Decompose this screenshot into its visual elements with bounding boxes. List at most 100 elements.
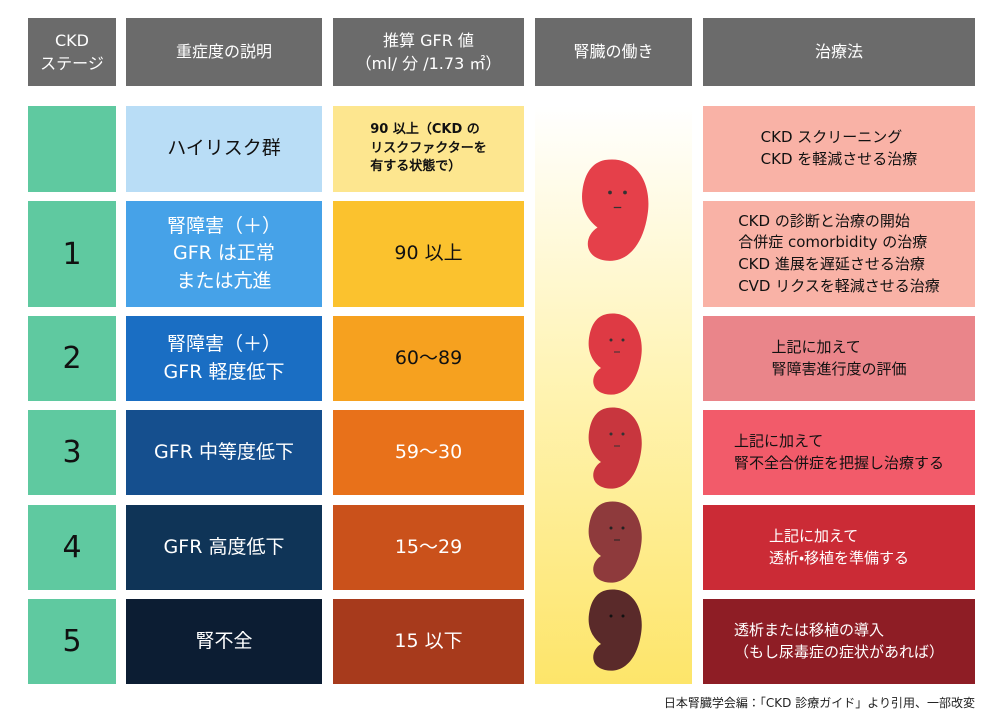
description-line: GFR は正常: [173, 242, 275, 265]
treatment-line: 腎不全合併症を把握し治療する: [733, 453, 944, 472]
treatment-text: 上記に加えて腎障害進行度の評価: [771, 337, 906, 381]
header-text: 推算 GFR 値 （ml/ 分 /1.73 ㎡）: [356, 29, 502, 75]
gfr-line: 15〜29: [394, 535, 463, 558]
treatment-line: CVD リクスを軽減させる治療: [738, 276, 940, 295]
treatment-line: （もし尿毒症の症状があれば）: [733, 642, 944, 661]
description-cell: ハイリスク群: [126, 106, 322, 192]
gfr-line: 90 以上: [394, 242, 463, 265]
treatment-line: CKD の診断と治療の開始: [738, 211, 910, 230]
gfr-cell: 60〜89: [333, 316, 524, 401]
description-text: 腎不全: [195, 628, 252, 656]
gfr-cell: 90 以上（CKD のリスクファクターを 有する状態で）: [333, 106, 524, 192]
description-text: GFR 中等度低下: [154, 439, 294, 467]
treatment-line: 透析または移植の導入: [733, 620, 884, 639]
gfr-cell: 15 以下: [333, 599, 524, 684]
gfr-line: 60〜89: [394, 346, 463, 369]
stage-cell: 5: [28, 599, 116, 684]
treatment-text: CKD の診断と治療の開始 合併症 comorbidity の治療 CKD 進展を遅…: [738, 211, 940, 298]
gfr-text: 60〜89: [395, 345, 462, 373]
treatment-line: 上記に加えて: [733, 431, 824, 450]
kidney: [588, 501, 642, 583]
header-cell: CKD ステージ: [28, 18, 116, 86]
description-line: GFR 中等度低下: [154, 440, 294, 463]
header-line: （ml/ 分 /1.73 ㎡）: [355, 54, 502, 73]
description-line: ハイリスク群: [167, 137, 281, 160]
gfr-line: 有する状態で）: [370, 159, 462, 175]
treatment-text: 透析または移植の導入 （もし尿毒症の症状があれば）: [734, 620, 944, 664]
gfr-text: 90 以上（CKD のリスクファクターを 有する状態で）: [370, 121, 486, 178]
treatment-line: 合併症 comorbidity の治療: [738, 233, 928, 252]
header-cell: 重症度の説明: [126, 18, 322, 86]
treatment-cell: 上記に加えて腎障害進行度の評価: [703, 316, 975, 401]
description-cell: 腎障害（＋） GFR 軽度低下: [126, 316, 322, 401]
stage-label: 5: [62, 624, 82, 659]
header-text: 治療法: [815, 40, 863, 63]
treatment-cell: CKD の診断と治療の開始 合併症 comorbidity の治療 CKD 進展を遅…: [703, 201, 975, 307]
header-cell: 推算 GFR 値 （ml/ 分 /1.73 ㎡）: [333, 18, 524, 86]
treatment-line: CKD 進展を遅延させる治療: [738, 255, 925, 273]
header-line: ステージ: [40, 54, 104, 73]
description-line: GFR 高度低下: [163, 535, 285, 558]
treatment-line: CKD を軽減させる治療: [760, 150, 918, 168]
kidney: [588, 313, 642, 395]
stage-cell: 1: [28, 201, 116, 307]
treatment-text: 上記に加えて 透析・移植を準備する: [769, 526, 909, 570]
gfr-text: 15〜29: [395, 534, 462, 562]
description-cell: 腎障害（＋） GFR は正常 または亢進: [126, 201, 322, 307]
description-cell: GFR 高度低下: [126, 505, 322, 590]
treatment-line: 腎障害進行度の評価: [771, 359, 907, 378]
header-cell: 腎臓の働き: [535, 18, 692, 86]
gfr-text: 59〜30: [395, 439, 462, 467]
description-text: GFR 高度低下: [164, 534, 285, 562]
header-cell: 治療法: [703, 18, 975, 86]
gfr-text: 90 以上: [394, 240, 462, 268]
treatment-cell: 透析または移植の導入 （もし尿毒症の症状があれば）: [703, 599, 975, 684]
header-line: 腎臓の働き: [573, 42, 654, 62]
header-text: 腎臓の働き: [573, 40, 653, 63]
gfr-cell: 15〜29: [333, 505, 524, 590]
stage-cell: 2: [28, 316, 116, 401]
stage-label: 2: [62, 341, 82, 376]
stage-cell: [28, 106, 116, 192]
kidney-column: [535, 106, 692, 684]
description-line: 腎不全: [195, 629, 253, 652]
description-line: 腎障害（＋）: [166, 214, 281, 237]
description-line: GFR 軽度低下: [163, 360, 285, 383]
stage-cell: 4: [28, 505, 116, 590]
kidney: [582, 159, 649, 261]
gfr-line: 15 以下: [394, 629, 463, 652]
description-cell: GFR 中等度低下: [126, 410, 322, 495]
kidney: [588, 407, 642, 489]
treatment-line: CKD スクリーニング: [760, 128, 903, 147]
description-text: ハイリスク群: [167, 135, 281, 163]
gfr-line: 90 以上（CKD の: [370, 121, 480, 137]
header-line: 治療法: [814, 42, 863, 62]
treatment-text: 上記に加えて腎不全合併症を把握し治療する: [734, 431, 944, 475]
description-line: または亢進: [176, 269, 272, 292]
stage-cell: 3: [28, 410, 116, 495]
header-text: 重症度の説明: [176, 40, 272, 63]
description-text: 腎障害（＋） GFR は正常 または亢進: [167, 213, 281, 296]
gfr-cell: 90 以上: [333, 201, 524, 307]
treatment-cell: CKD スクリーニング CKD を軽減させる治療: [703, 106, 975, 192]
stage-label: 1: [62, 236, 82, 272]
treatment-cell: 上記に加えて腎不全合併症を把握し治療する: [703, 410, 975, 495]
stage-label: 4: [62, 530, 82, 565]
header-line: CKD: [55, 30, 89, 50]
treatment-text: CKD スクリーニング CKD を軽減させる治療: [761, 127, 918, 171]
gfr-text: 15 以下: [394, 628, 462, 656]
header-line: 重症度の説明: [175, 42, 272, 62]
treatment-line: 透析・移植を準備する: [768, 548, 910, 567]
description-line: 腎障害（＋）: [166, 332, 281, 355]
header-text: CKD ステージ: [40, 29, 104, 75]
description-text: 腎障害（＋） GFR 軽度低下: [164, 331, 285, 386]
description-cell: 腎不全: [126, 599, 322, 684]
gfr-line: 59〜30: [394, 440, 463, 463]
kidney: [588, 589, 642, 671]
header-line: 推算 GFR 値: [383, 30, 474, 50]
treatment-cell: 上記に加えて 透析・移植を準備する: [703, 505, 975, 590]
stage-label: 3: [62, 435, 82, 470]
gfr-line: リスクファクターを: [370, 140, 487, 156]
treatment-line: 上記に加えて: [771, 337, 861, 356]
